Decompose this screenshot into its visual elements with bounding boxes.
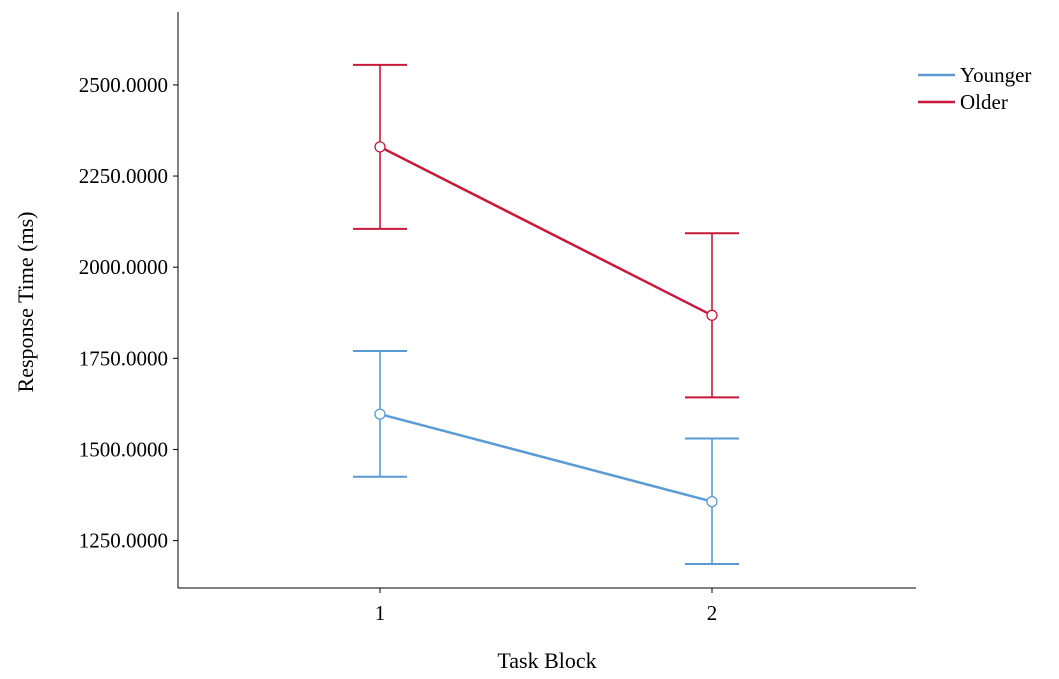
- legend-item-older: Older: [918, 90, 1008, 114]
- y-axis-title: Response Time (ms): [13, 212, 38, 393]
- legend: Younger Older: [918, 63, 1031, 114]
- y-tick-label: 2000.0000: [79, 255, 168, 279]
- series-older: [353, 63, 739, 399]
- data-point: [374, 141, 386, 153]
- series-younger: [353, 350, 739, 565]
- series-line: [379, 412, 713, 503]
- y-tick-label: 2250.0000: [79, 164, 168, 188]
- data-point: [706, 495, 718, 508]
- series-line: [379, 145, 713, 317]
- plot-series: [353, 63, 739, 565]
- legend-label: Younger: [960, 63, 1031, 87]
- x-tick-label: 2: [707, 601, 718, 625]
- y-tick-label: 1500.0000: [79, 437, 168, 461]
- x-axis-title: Task Block: [497, 648, 596, 673]
- data-point: [706, 309, 718, 321]
- data-point: [374, 408, 386, 420]
- legend-item-younger: Younger: [918, 63, 1031, 87]
- y-tick-label: 2500.0000: [79, 73, 168, 97]
- axes: 1250.00001500.00001750.00002000.00002250…: [79, 12, 916, 625]
- y-tick-label: 1250.0000: [79, 529, 168, 553]
- x-tick-label: 1: [375, 601, 386, 625]
- y-tick-label: 1750.0000: [79, 346, 168, 370]
- legend-label: Older: [960, 90, 1008, 114]
